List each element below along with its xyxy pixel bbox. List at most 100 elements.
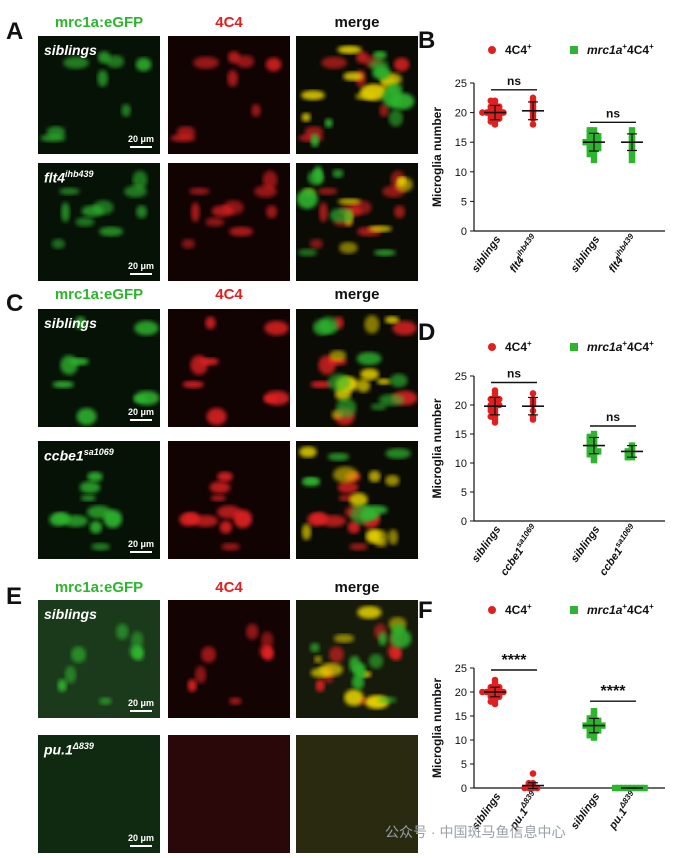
cell-blob xyxy=(378,393,405,407)
cell-blob xyxy=(266,205,278,219)
scale-bar: 20 μm xyxy=(128,539,154,553)
data-point xyxy=(491,688,499,696)
x-tick-label: siblings xyxy=(470,234,504,275)
legend-marker-mrc1a xyxy=(570,46,578,54)
data-point xyxy=(529,106,537,113)
data-point xyxy=(628,784,636,792)
data-point xyxy=(529,100,537,108)
cell-blob xyxy=(356,378,371,393)
cell-blob xyxy=(63,56,89,69)
y-axis-label: Microglia number xyxy=(430,678,444,778)
data-point xyxy=(491,410,499,418)
cell-blob xyxy=(315,679,325,692)
data-point xyxy=(491,693,499,701)
data-point xyxy=(487,115,495,122)
significance-label: **** xyxy=(601,683,627,700)
data-point xyxy=(586,720,593,727)
cell-blob xyxy=(370,403,387,411)
data-point xyxy=(495,401,503,409)
data-point xyxy=(495,115,503,122)
panel-letter-c: C xyxy=(6,290,24,317)
data-point xyxy=(595,722,602,729)
data-point xyxy=(491,679,499,686)
cell-blob xyxy=(264,395,278,403)
legend-label-4c4: 4C4+ xyxy=(505,602,532,617)
merge-image xyxy=(296,441,418,559)
data-point xyxy=(628,139,636,146)
merge-image xyxy=(296,163,418,281)
cell-blob xyxy=(229,697,242,705)
significance-label: **** xyxy=(502,652,528,669)
column-heading: mrc1a:eGFP xyxy=(54,286,144,303)
data-point xyxy=(595,727,602,734)
cell-blob xyxy=(301,112,311,122)
red-channel-image xyxy=(168,36,290,154)
column-heading: merge xyxy=(334,14,380,31)
cell-blob xyxy=(337,481,359,494)
merge-image xyxy=(296,600,418,718)
cell-blob xyxy=(264,320,289,336)
data-point xyxy=(590,139,598,146)
data-point xyxy=(628,451,636,458)
y-tick-label: 0 xyxy=(461,226,467,238)
cell-blob xyxy=(337,45,362,54)
data-point xyxy=(491,97,499,105)
column-heading: 4C4 xyxy=(215,286,243,303)
y-tick-label: 25 xyxy=(455,371,467,383)
y-tick-label: 5 xyxy=(461,759,467,771)
y-tick-label: 15 xyxy=(455,137,467,149)
data-point xyxy=(491,413,499,420)
data-point xyxy=(529,407,537,415)
cell-blob xyxy=(329,208,353,223)
cell-blob xyxy=(379,103,389,117)
y-tick-label: 25 xyxy=(455,663,467,675)
data-point xyxy=(586,442,593,449)
x-tick-label: siblings xyxy=(569,524,603,565)
data-point xyxy=(590,442,598,449)
data-point xyxy=(590,456,598,464)
data-point xyxy=(590,732,598,739)
data-point xyxy=(586,136,593,143)
cell-blob xyxy=(60,355,78,375)
cell-blob xyxy=(356,352,382,366)
cell-blob xyxy=(347,520,361,534)
data-point xyxy=(529,94,537,102)
red-channel-image xyxy=(168,163,290,281)
legend-label-mrc1a: mrc1a+4C4+ xyxy=(587,339,654,354)
data-point xyxy=(491,112,499,119)
legend-label-mrc1a: mrc1a+4C4+ xyxy=(587,602,654,617)
data-point xyxy=(487,407,495,415)
column-heading: 4C4 xyxy=(215,579,243,596)
data-point xyxy=(525,779,533,787)
cell-blob xyxy=(191,202,200,223)
data-point xyxy=(624,784,631,792)
data-point xyxy=(628,133,636,140)
cell-blob xyxy=(251,103,261,117)
cell-blob xyxy=(390,646,402,661)
data-point xyxy=(491,407,499,415)
cell-blob xyxy=(344,689,364,706)
column-heading: mrc1a:eGFP xyxy=(54,14,144,31)
cell-blob xyxy=(368,470,381,483)
cell-blob xyxy=(52,381,74,388)
cell-blob xyxy=(372,65,391,80)
green-channel-image: siblings 20 μm xyxy=(38,309,160,427)
cell-blob xyxy=(75,217,95,227)
data-point xyxy=(641,784,648,792)
cell-blob xyxy=(181,238,196,249)
data-point xyxy=(491,118,499,125)
merge-image xyxy=(296,735,418,853)
cell-blob xyxy=(394,205,406,219)
cell-blob xyxy=(312,319,331,336)
green-channel-image: ccbe1sa1069 20 μm xyxy=(38,441,160,559)
y-tick-label: 0 xyxy=(461,516,467,528)
data-point xyxy=(590,454,598,461)
y-tick-label: 20 xyxy=(455,400,467,412)
data-point xyxy=(500,109,507,116)
cell-blob xyxy=(229,226,254,237)
data-point xyxy=(586,727,593,734)
green-channel-image: flt4ihb439 20 μm xyxy=(38,163,160,281)
data-point xyxy=(590,710,598,717)
data-point xyxy=(487,395,495,403)
y-tick-label: 15 xyxy=(455,429,467,441)
